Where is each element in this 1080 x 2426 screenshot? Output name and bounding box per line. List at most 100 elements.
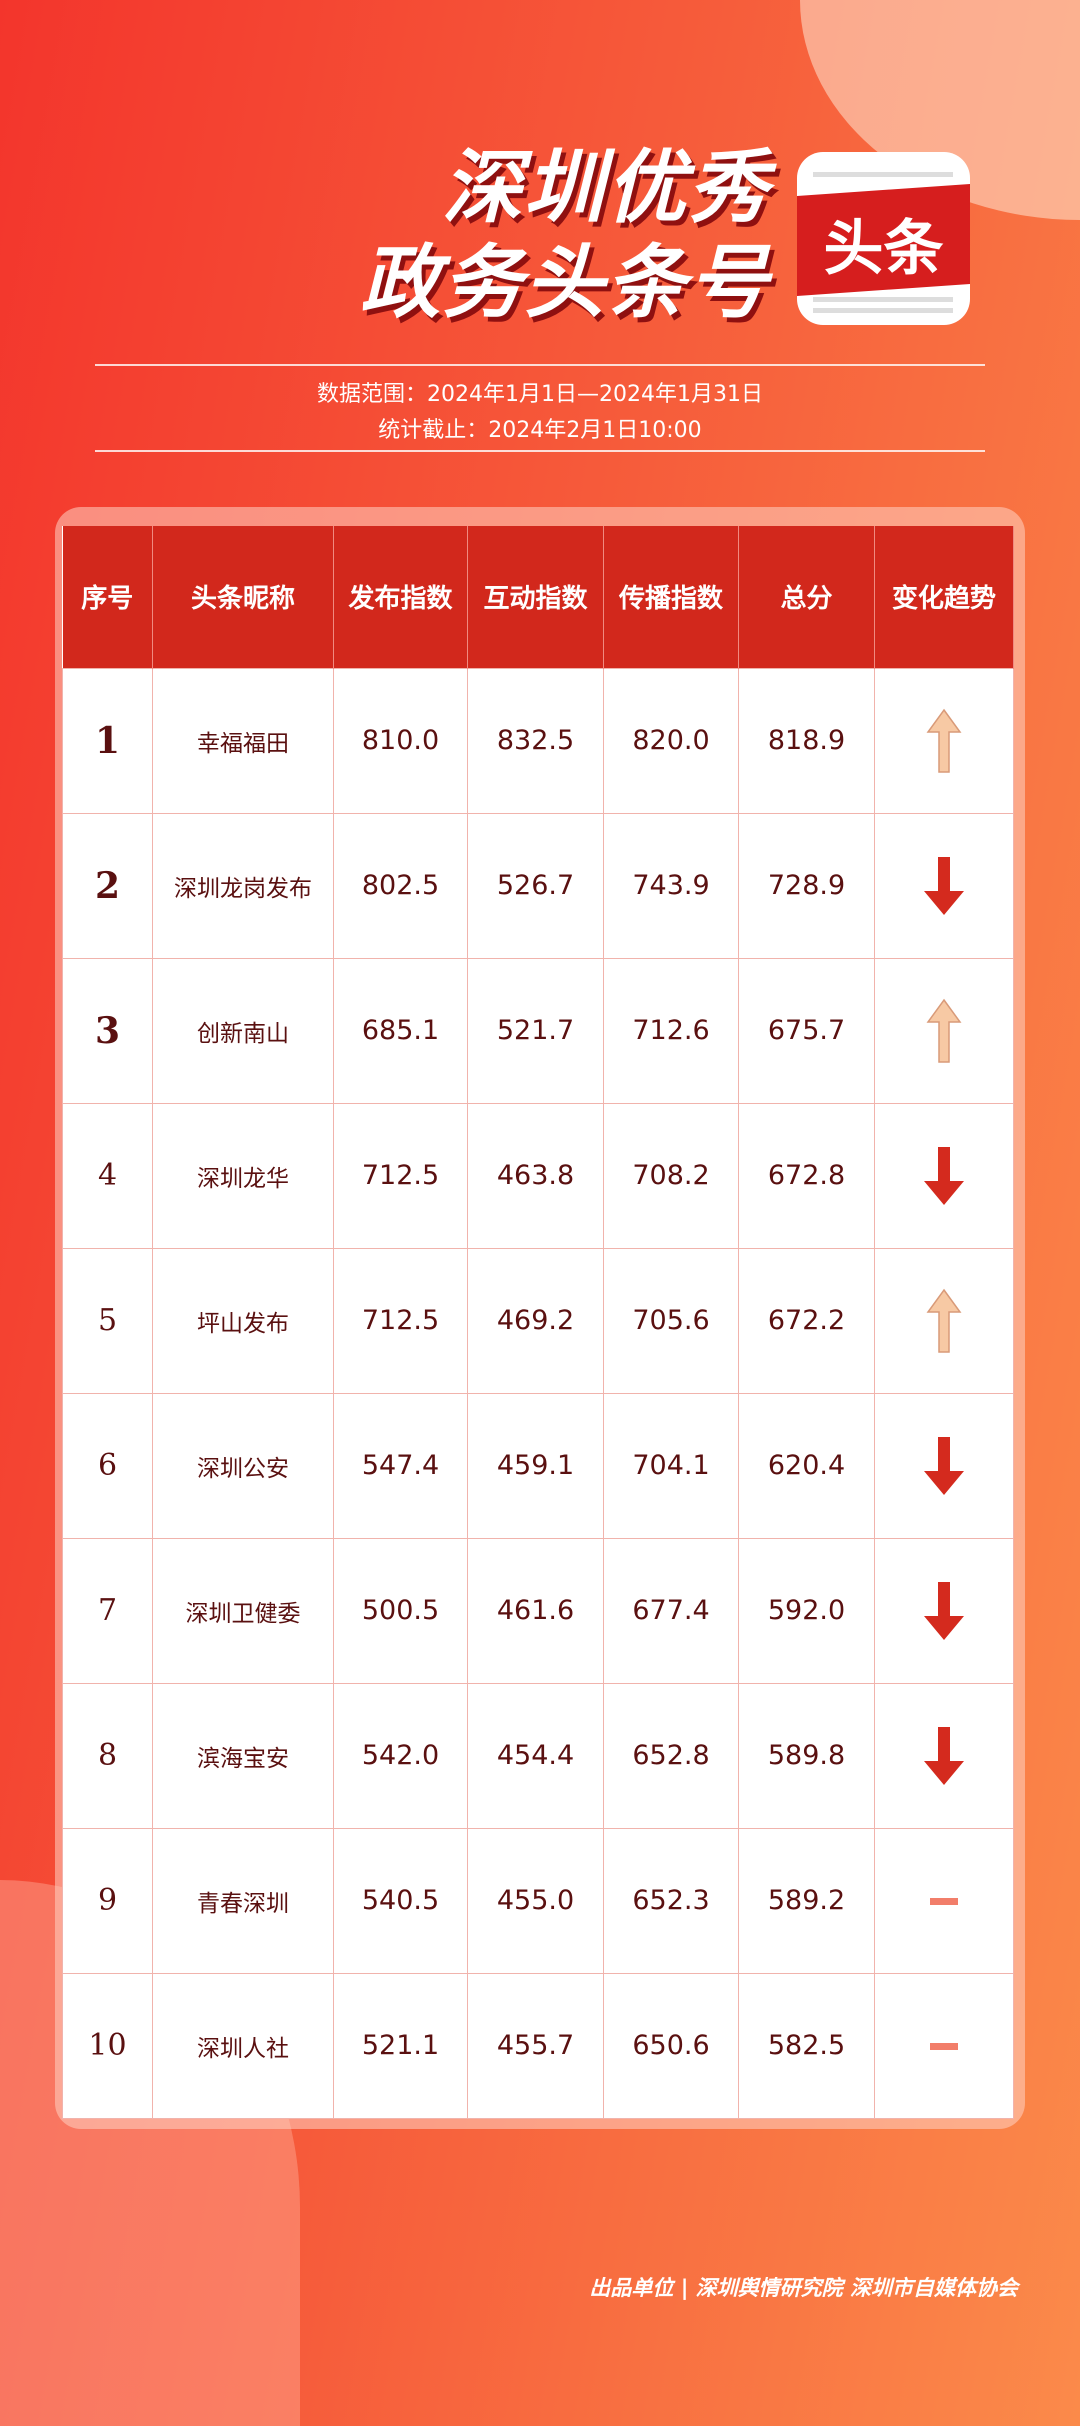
spread-index: 650.6: [603, 1972, 739, 2119]
table-row: 8 滨海宝安 542.0 454.4 652.8 589.8: [62, 1682, 1014, 1829]
account-name: 青春深圳: [152, 1827, 334, 1974]
publisher-credit: 出品单位 | 深圳舆情研究院 深圳市自媒体协会: [589, 2276, 1018, 2300]
table-row: 10 深圳人社 521.1 455.7 650.6 582.5: [62, 1972, 1014, 2119]
account-name: 深圳龙华: [152, 1102, 334, 1249]
arrow-down-icon: [875, 1580, 1013, 1642]
column-header: 头条昵称: [152, 526, 334, 668]
table-row: 6 深圳公安 547.4 459.1 704.1 620.4: [62, 1392, 1014, 1539]
arrow-down-icon: [875, 1725, 1013, 1787]
trend-cell: [874, 1537, 1014, 1684]
trend-cell: [874, 1682, 1014, 1829]
trend-cell: [874, 1392, 1014, 1539]
publish-index: 500.5: [333, 1537, 468, 1684]
title-line-2: 政务头条号: [360, 236, 770, 329]
interaction-index: 521.7: [467, 957, 604, 1104]
table-row: 4 深圳龙华 712.5 463.8 708.2 672.8: [62, 1102, 1014, 1249]
spread-index: 705.6: [603, 1247, 739, 1394]
interaction-index: 526.7: [467, 812, 604, 959]
total-score: 592.0: [738, 1537, 875, 1684]
account-name: 滨海宝安: [152, 1682, 334, 1829]
trend-cell: [874, 812, 1014, 959]
interaction-index: 469.2: [467, 1247, 604, 1394]
rank-cell: 4: [62, 1102, 153, 1249]
toutiao-logo: 头条: [797, 152, 970, 325]
arrow-up-icon: [875, 708, 1013, 774]
publish-index: 540.5: [333, 1827, 468, 1974]
total-score: 672.8: [738, 1102, 875, 1249]
rank-cell: 7: [62, 1537, 153, 1684]
total-score: 582.5: [738, 1972, 875, 2119]
trend-cell: [874, 1827, 1014, 1974]
rank-cell: 5: [62, 1247, 153, 1394]
account-name: 幸福福田: [152, 667, 334, 814]
trend-cell: [874, 1247, 1014, 1394]
rank-cell: 3: [62, 957, 153, 1104]
arrow-down-icon: [875, 855, 1013, 917]
interaction-index: 454.4: [467, 1682, 604, 1829]
account-name: 深圳龙岗发布: [152, 812, 334, 959]
trend-cell: [874, 1102, 1014, 1249]
publish-index: 810.0: [333, 667, 468, 814]
total-score: 589.8: [738, 1682, 875, 1829]
ranking-table: 序号 头条昵称 发布指数 互动指数 传播指数 总分 变化趋势 1 幸福福田 810.0 832.5…: [62, 526, 1014, 2119]
spread-index: 743.9: [603, 812, 739, 959]
publish-index: 712.5: [333, 1247, 468, 1394]
rank-cell: 6: [62, 1392, 153, 1539]
table-row: 2 深圳龙岗发布 802.5 526.7 743.9 728.9: [62, 812, 1014, 959]
divider: [95, 364, 985, 366]
interaction-index: 832.5: [467, 667, 604, 814]
cutoff-time: 统计截止：2024年2月1日10:00: [378, 418, 702, 443]
spread-index: 652.3: [603, 1827, 739, 1974]
rank-cell: 8: [62, 1682, 153, 1829]
trend-cell: [874, 667, 1014, 814]
table-row: 5 坪山发布 712.5 469.2 705.6 672.2: [62, 1247, 1014, 1394]
spread-index: 820.0: [603, 667, 739, 814]
rank-cell: 2: [62, 812, 153, 959]
rank-cell: 1: [62, 667, 153, 814]
column-header: 发布指数: [333, 526, 468, 668]
account-name: 创新南山: [152, 957, 334, 1104]
publish-index: 521.1: [333, 1972, 468, 2119]
trend-cell: [874, 957, 1014, 1104]
interaction-index: 461.6: [467, 1537, 604, 1684]
table-row: 3 创新南山 685.1 521.7 712.6 675.7: [62, 957, 1014, 1104]
page-title: 深圳优秀 政务头条号: [360, 140, 770, 330]
dash-icon: [875, 1896, 1013, 1906]
data-range: 数据范围：2024年1月1日—2024年1月31日: [317, 382, 763, 407]
spread-index: 712.6: [603, 957, 739, 1104]
publish-index: 712.5: [333, 1102, 468, 1249]
divider: [95, 450, 985, 452]
total-score: 620.4: [738, 1392, 875, 1539]
interaction-index: 455.0: [467, 1827, 604, 1974]
table-row: 1 幸福福田 810.0 832.5 820.0 818.9: [62, 667, 1014, 814]
table-row: 7 深圳卫健委 500.5 461.6 677.4 592.0: [62, 1537, 1014, 1684]
arrow-up-icon: [875, 998, 1013, 1064]
interaction-index: 463.8: [467, 1102, 604, 1249]
rank-cell: 10: [62, 1972, 153, 2119]
publish-index: 802.5: [333, 812, 468, 959]
column-header: 变化趋势: [874, 526, 1014, 668]
publish-index: 547.4: [333, 1392, 468, 1539]
arrow-up-icon: [875, 1288, 1013, 1354]
trend-cell: [874, 1972, 1014, 2119]
logo-text: 头条: [823, 214, 944, 284]
total-score: 675.7: [738, 957, 875, 1104]
account-name: 深圳公安: [152, 1392, 334, 1539]
total-score: 672.2: [738, 1247, 875, 1394]
publish-index: 542.0: [333, 1682, 468, 1829]
rank-cell: 9: [62, 1827, 153, 1974]
publish-index: 685.1: [333, 957, 468, 1104]
spread-index: 677.4: [603, 1537, 739, 1684]
interaction-index: 459.1: [467, 1392, 604, 1539]
arrow-down-icon: [875, 1145, 1013, 1207]
account-name: 坪山发布: [152, 1247, 334, 1394]
total-score: 589.2: [738, 1827, 875, 1974]
column-header: 序号: [62, 526, 153, 668]
column-header: 总分: [738, 526, 875, 668]
spread-index: 652.8: [603, 1682, 739, 1829]
column-header: 互动指数: [467, 526, 604, 668]
total-score: 818.9: [738, 667, 875, 814]
column-header: 传播指数: [603, 526, 739, 668]
total-score: 728.9: [738, 812, 875, 959]
interaction-index: 455.7: [467, 1972, 604, 2119]
